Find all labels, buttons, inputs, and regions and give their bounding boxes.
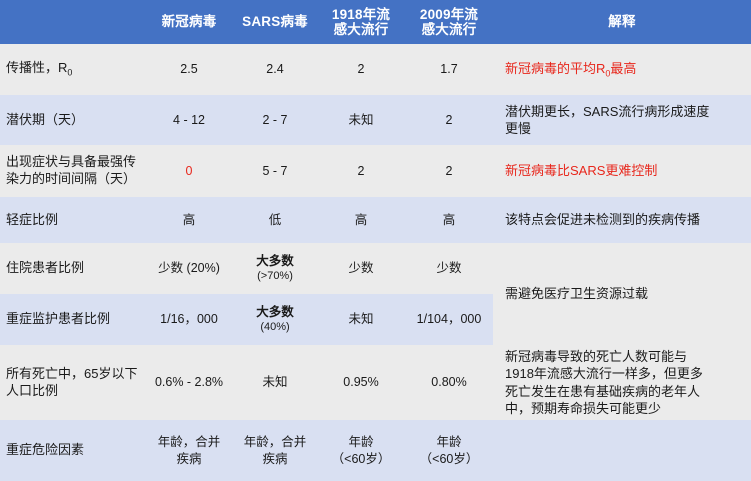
cell-covid: 高 bbox=[145, 197, 233, 243]
cell-sars: 年龄，合并 疾病 bbox=[233, 420, 317, 481]
cell-flu1918: 未知 bbox=[317, 95, 405, 145]
header-flu2009-line1: 2009年流 bbox=[419, 6, 479, 22]
row-label-symptom-interval: 出现症状与具备最强传 染力的时间间隔（天） bbox=[0, 145, 145, 197]
cell-flu2009: 1.7 bbox=[405, 44, 493, 95]
cell-sars: 低 bbox=[233, 197, 317, 243]
row-label-hospitalized: 住院患者比例 bbox=[0, 243, 145, 294]
cell-flu2009: 年龄 （<60岁） bbox=[405, 420, 493, 481]
cell-flu1918: 0.95% bbox=[317, 345, 405, 420]
cell-sars: 5 - 7 bbox=[233, 145, 317, 197]
cell-explanation: 潜伏期更长，SARS流行病形成速度 更慢 bbox=[493, 95, 751, 145]
cell-covid: 少数 (20%) bbox=[145, 243, 233, 294]
cell-flu2009: 2 bbox=[405, 95, 493, 145]
cell-covid: 0.6% - 2.8% bbox=[145, 345, 233, 420]
header-flu1918-line2: 感大流行 bbox=[333, 22, 389, 37]
table-row: 轻症比例 高 低 高 高 该特点会促进未检测到的疾病传播 bbox=[0, 197, 751, 243]
header-flu2009-line2: 感大流行 bbox=[421, 22, 477, 37]
table-row: 住院患者比例 少数 (20%) 大多数 (>70%) 少数 少数 需避免医疗卫生… bbox=[0, 243, 751, 345]
cell-explanation: 新冠病毒导致的死亡人数可能与 1918年流感大流行一样多，但更多 死亡发生在患有… bbox=[493, 345, 751, 420]
table-row: 重症监护患者比例 1/16，000 大多数 (40%) 未知 1/104，000 bbox=[0, 294, 751, 345]
cell-flu2009: 少数 bbox=[405, 243, 493, 294]
cell-flu1918: 高 bbox=[317, 197, 405, 243]
cell-sars: 2.4 bbox=[233, 44, 317, 95]
row-label-under65-deaths: 所有死亡中，65岁以下 人口比例 bbox=[0, 345, 145, 420]
table-row: 出现症状与具备最强传 染力的时间间隔（天） 0 5 - 7 2 2 新冠病毒比S… bbox=[0, 145, 751, 197]
row-label-mild-proportion: 轻症比例 bbox=[0, 197, 145, 243]
row-label-severe-risk-factors: 重症危险因素 bbox=[0, 420, 145, 481]
cell-covid: 0 bbox=[145, 145, 233, 197]
cell-explanation: 该特点会促进未检测到的疾病传播 bbox=[493, 197, 751, 243]
cell-sars: 未知 bbox=[233, 345, 317, 420]
header-cell-flu1918: 1918年流 感大流行 bbox=[317, 0, 405, 44]
cell-sars: 大多数 (>70%) bbox=[233, 243, 317, 294]
header-cell-explanation: 解释 bbox=[493, 0, 751, 44]
header-cell-covid: 新冠病毒 bbox=[145, 0, 233, 44]
cell-flu2009: 0.80% bbox=[405, 345, 493, 420]
table-header: 新冠病毒 SARS病毒 1918年流 感大流行 2009年流 感大流行 解释 bbox=[0, 0, 751, 44]
cell-flu2009: 2 bbox=[405, 145, 493, 197]
header-row: 新冠病毒 SARS病毒 1918年流 感大流行 2009年流 感大流行 解释 bbox=[0, 0, 751, 44]
table-row: 潜伏期（天） 4 - 12 2 - 7 未知 2 潜伏期更长，SARS流行病形成… bbox=[0, 95, 751, 145]
row-label-incubation: 潜伏期（天） bbox=[0, 95, 145, 145]
table-row: 所有死亡中，65岁以下 人口比例 0.6% - 2.8% 未知 0.95% 0.… bbox=[0, 345, 751, 420]
cell-explanation-merged: 需避免医疗卫生资源过载 bbox=[493, 243, 751, 345]
cell-explanation: 新冠病毒的平均R0最高 bbox=[493, 44, 751, 95]
cell-flu1918: 2 bbox=[317, 145, 405, 197]
cell-covid: 2.5 bbox=[145, 44, 233, 95]
cell-flu1918: 年龄 （<60岁） bbox=[317, 420, 405, 481]
cell-sars: 大多数 (40%) bbox=[233, 294, 317, 345]
cell-sars: 2 - 7 bbox=[233, 95, 317, 145]
cell-flu1918: 少数 bbox=[317, 243, 405, 294]
row-label-icu: 重症监护患者比例 bbox=[0, 294, 145, 345]
header-cell-sars: SARS病毒 bbox=[233, 0, 317, 44]
header-flu1918-line1: 1918年流 bbox=[331, 6, 391, 22]
cell-covid: 4 - 12 bbox=[145, 95, 233, 145]
cell-flu1918: 2 bbox=[317, 44, 405, 95]
cell-flu2009: 高 bbox=[405, 197, 493, 243]
cell-explanation: 新冠病毒比SARS更难控制 bbox=[493, 145, 751, 197]
cell-covid: 1/16，000 bbox=[145, 294, 233, 345]
cell-explanation bbox=[493, 420, 751, 481]
row-label-transmissibility: 传播性，R0 bbox=[0, 44, 145, 95]
header-cell-flu2009: 2009年流 感大流行 bbox=[405, 0, 493, 44]
cell-flu1918: 未知 bbox=[317, 294, 405, 345]
cell-covid: 年龄，合并 疾病 bbox=[145, 420, 233, 481]
table-row: 重症危险因素 年龄，合并 疾病 年龄，合并 疾病 年龄 （<60岁） 年龄 （<… bbox=[0, 420, 751, 481]
cell-flu2009: 1/104，000 bbox=[405, 294, 493, 345]
header-cell-label bbox=[0, 0, 145, 44]
table-body: 传播性，R0 2.5 2.4 2 1.7 新冠病毒的平均R0最高 潜伏期（天） … bbox=[0, 44, 751, 481]
table-row: 传播性，R0 2.5 2.4 2 1.7 新冠病毒的平均R0最高 bbox=[0, 44, 751, 95]
